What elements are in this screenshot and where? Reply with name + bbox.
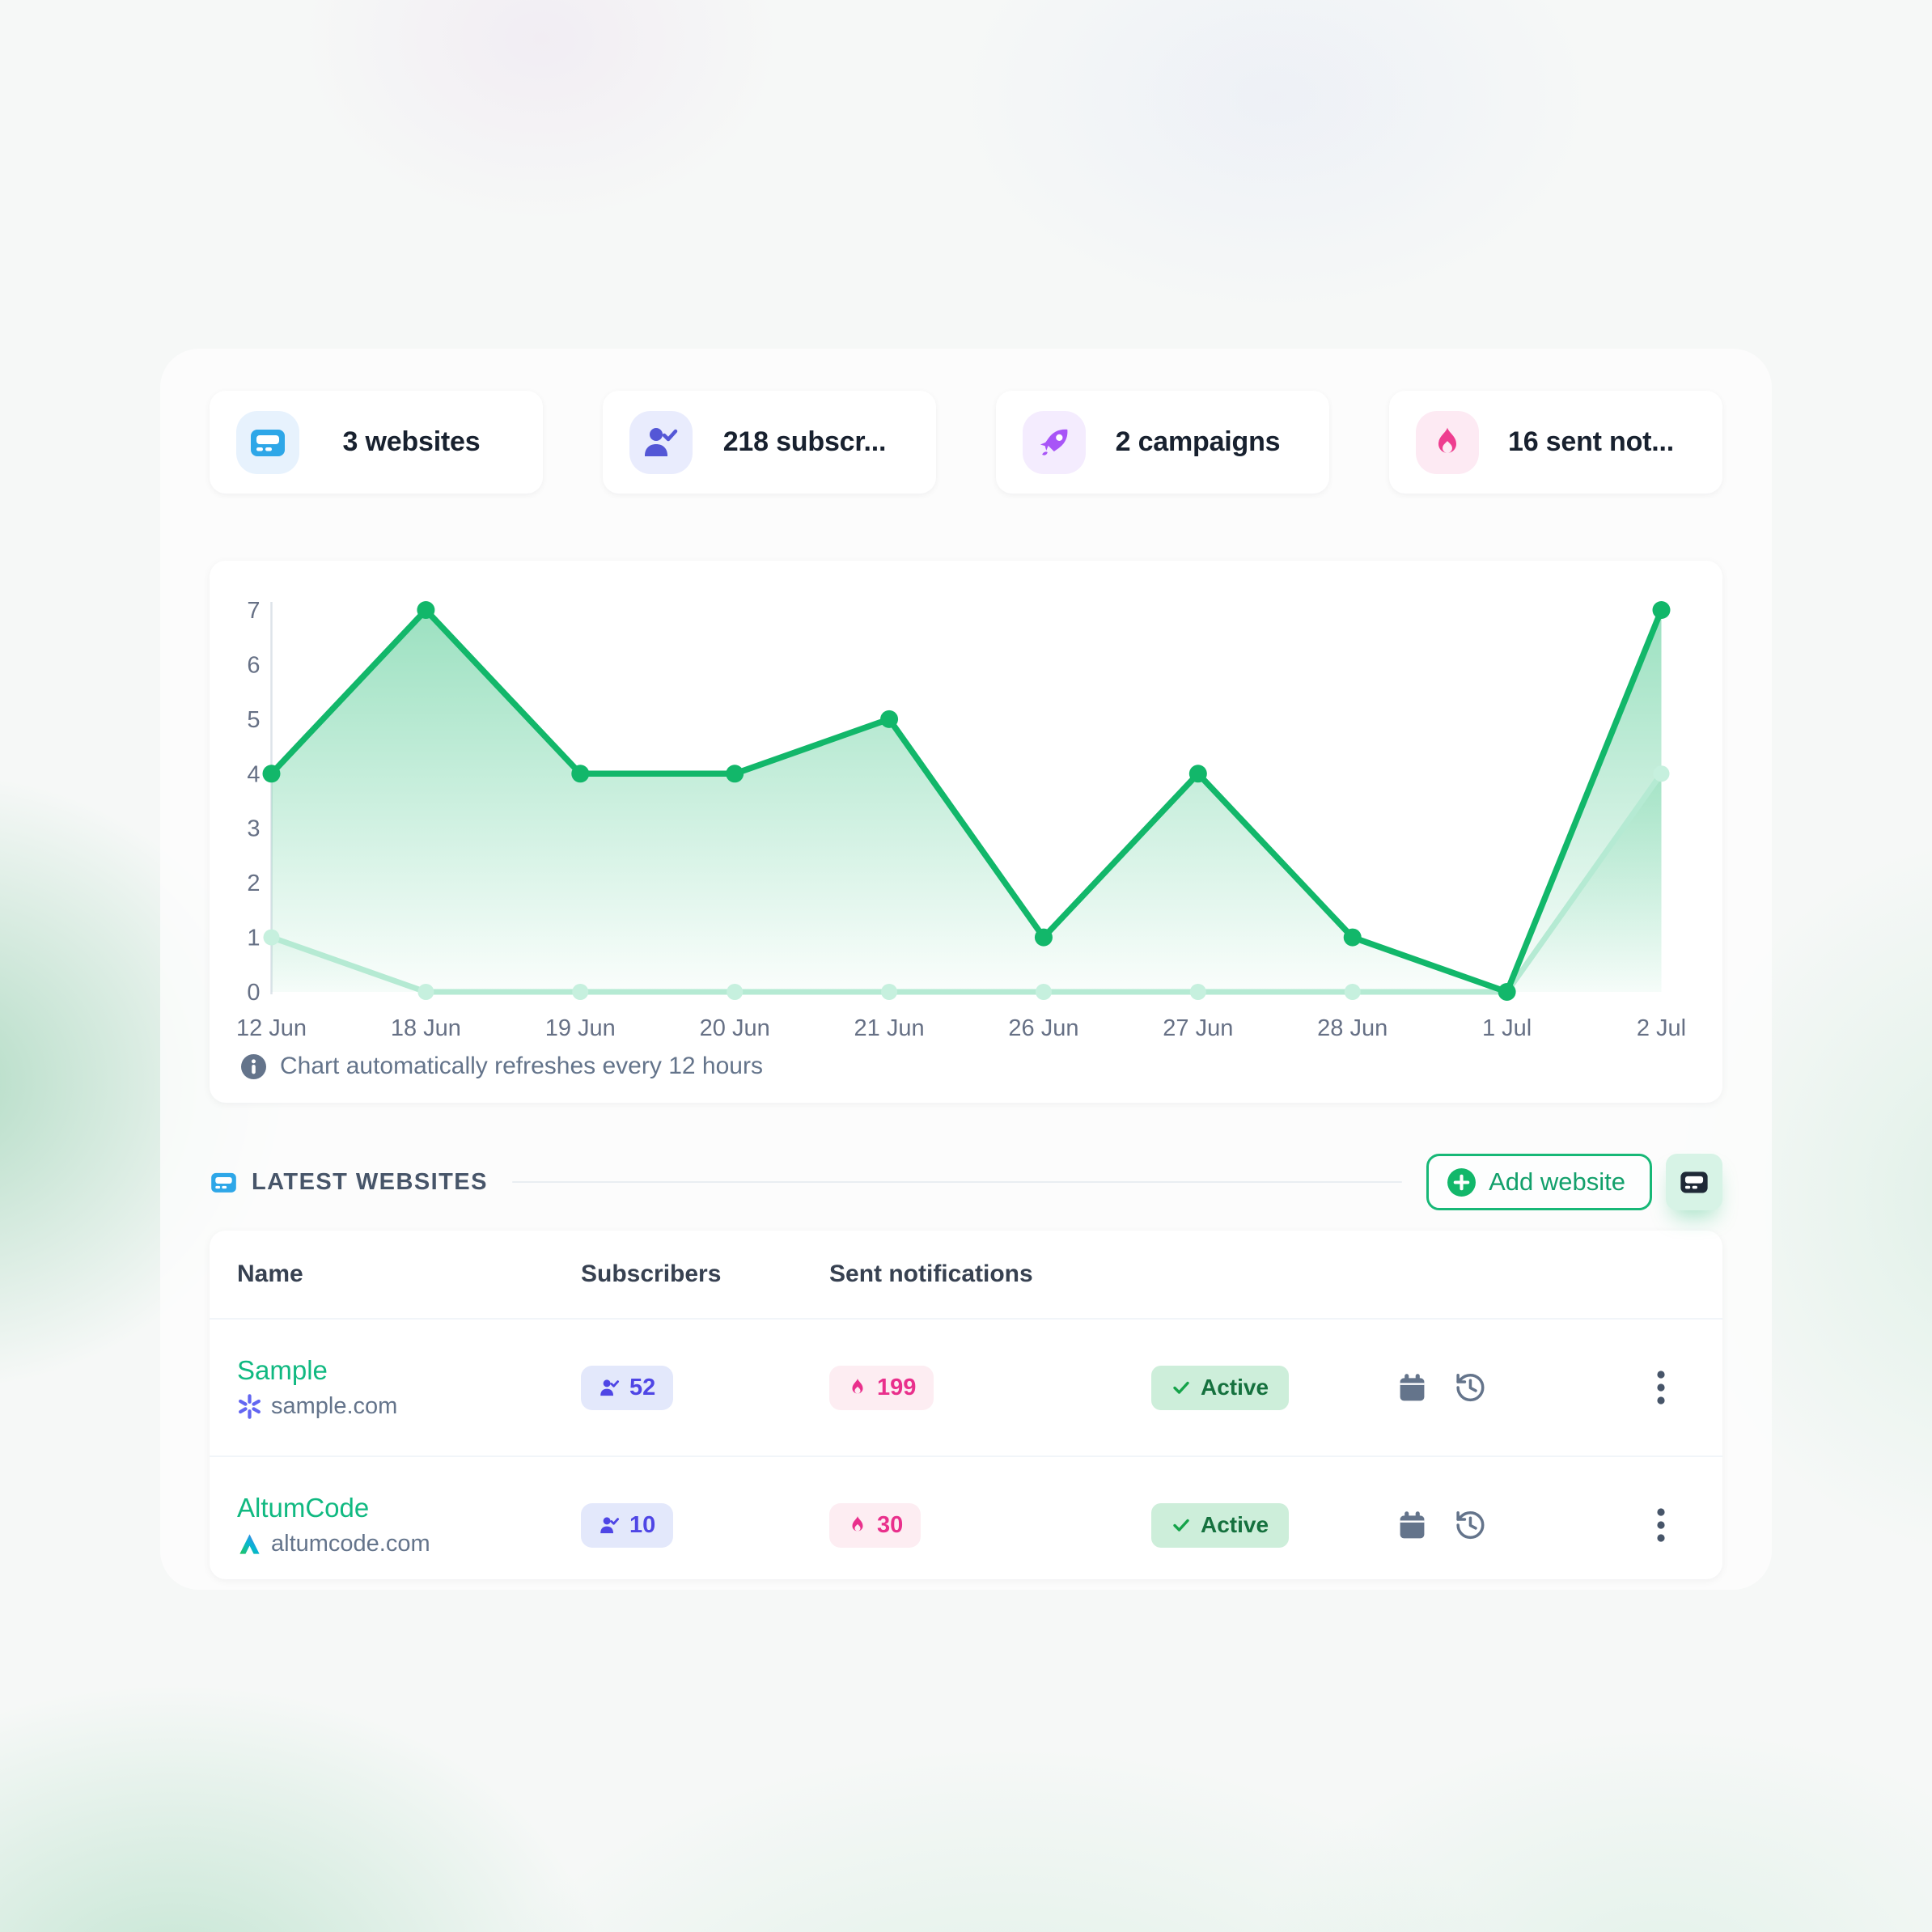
info-icon (241, 1053, 266, 1079)
altumcode-favicon (239, 1534, 260, 1554)
subscribers-count: 52 (629, 1374, 656, 1400)
browser-icon (211, 1172, 236, 1193)
svg-text:20 Jun: 20 Jun (700, 1015, 770, 1041)
add-website-button[interactable]: Add website (1426, 1154, 1652, 1210)
history-icon (1456, 1510, 1485, 1540)
chart-note-text: Chart automatically refreshes every 12 h… (280, 1053, 763, 1079)
check-icon (1173, 1381, 1189, 1394)
table-row: AltumCode altumcode.com 10 (210, 1457, 1722, 1579)
kebab-menu-icon (1657, 1371, 1665, 1405)
svg-text:28 Jun: 28 Jun (1317, 1015, 1388, 1041)
table-row: Sample sample.com (210, 1320, 1722, 1457)
status-badge: Active (1151, 1502, 1290, 1548)
calendar-icon (1400, 1373, 1424, 1400)
stat-label: 16 sent not... (1507, 426, 1675, 457)
traffic-chart-card: 0 1 2 3 4 5 6 7 12 Jun 18 Jun 19 Jun 20 Jun 21 Jun 26… (210, 561, 1722, 1103)
dashboard-panel: 3 websites 218 subscr... 2 (160, 349, 1772, 1590)
svg-text:27 Jun: 27 Jun (1163, 1015, 1233, 1041)
status-label: Active (1201, 1375, 1269, 1400)
notifications-badge: 30 (829, 1502, 922, 1548)
svg-text:3: 3 (247, 816, 260, 842)
websites-list-button[interactable] (1666, 1154, 1722, 1210)
section-title-text: LATEST WEBSITES (252, 1168, 488, 1195)
svg-text:21 Jun: 21 Jun (854, 1015, 925, 1041)
notifications-count: 30 (877, 1511, 904, 1538)
svg-text:1: 1 (247, 926, 260, 951)
stat-card-notifications[interactable]: 16 sent not... (1389, 391, 1722, 494)
svg-text:18 Jun: 18 Jun (391, 1015, 461, 1041)
site-domain-text: altumcode.com (271, 1531, 430, 1557)
stat-card-websites[interactable]: 3 websites (210, 391, 543, 494)
latest-websites-header: LATEST WEBSITES Add website (210, 1153, 1722, 1211)
calendar-icon (1400, 1510, 1424, 1538)
subscribers-count: 10 (629, 1511, 656, 1538)
section-title: LATEST WEBSITES (210, 1168, 488, 1197)
user-check-icon (600, 1379, 620, 1396)
subscribers-badge: 52 (581, 1365, 674, 1410)
row-menu-button[interactable] (1656, 1506, 1666, 1544)
latest-websites-table: Name Subscribers Sent notifications Samp… (210, 1231, 1722, 1579)
flame-icon (852, 1379, 863, 1394)
check-icon (1173, 1519, 1189, 1532)
site-domain: sample.com (237, 1393, 581, 1420)
svg-text:6: 6 (247, 652, 260, 678)
status-label: Active (1201, 1512, 1269, 1537)
stat-card-campaigns[interactable]: 2 campaigns (996, 391, 1329, 494)
notifications-badge: 199 (829, 1365, 934, 1410)
stats-row: 3 websites 218 subscr... 2 (210, 391, 1722, 494)
plus-circle-icon (1447, 1167, 1477, 1197)
site-name-link[interactable]: Sample (237, 1355, 328, 1385)
svg-text:4: 4 (247, 761, 260, 787)
col-header-name: Name (237, 1260, 303, 1287)
svg-text:5: 5 (247, 707, 260, 733)
subscribers-badge: 10 (581, 1502, 674, 1548)
site-domain: altumcode.com (237, 1531, 581, 1557)
status-badge: Active (1151, 1365, 1290, 1410)
stat-label: 3 websites (342, 426, 481, 457)
svg-text:1 Jul: 1 Jul (1482, 1015, 1532, 1041)
user-check-icon (629, 410, 693, 474)
stat-card-subscribers[interactable]: 218 subscr... (603, 391, 936, 494)
browser-icon (1680, 1171, 1708, 1193)
browser-icon (236, 410, 299, 474)
stat-label: 218 subscr... (722, 426, 887, 457)
site-domain-text: sample.com (271, 1393, 398, 1419)
calendar-button[interactable] (1394, 1507, 1430, 1543)
history-icon (1456, 1373, 1485, 1402)
row-menu-button[interactable] (1656, 1368, 1666, 1407)
col-header-subscribers: Subscribers (581, 1260, 722, 1287)
svg-text:7: 7 (247, 598, 260, 624)
col-header-notifications: Sent notifications (829, 1260, 1033, 1287)
calendar-button[interactable] (1394, 1370, 1430, 1405)
traffic-chart: 0 1 2 3 4 5 6 7 12 Jun 18 Jun 19 Jun 20 Jun 21 Jun 26… (236, 598, 1686, 1041)
history-button[interactable] (1452, 1507, 1488, 1543)
stat-label: 2 campaigns (1115, 426, 1281, 457)
svg-text:2: 2 (247, 871, 260, 896)
site-name-link[interactable]: AltumCode (237, 1493, 370, 1523)
rocket-icon (1023, 410, 1086, 474)
sample-favicon (239, 1394, 261, 1419)
history-button[interactable] (1452, 1370, 1488, 1405)
flame-icon (852, 1516, 863, 1532)
kebab-menu-icon (1657, 1508, 1665, 1542)
svg-text:2 Jul: 2 Jul (1637, 1015, 1686, 1041)
divider (511, 1181, 1403, 1183)
site-cell: AltumCode altumcode.com (237, 1493, 581, 1557)
user-check-icon (600, 1516, 620, 1533)
flame-icon (1416, 410, 1479, 474)
add-website-label: Add website (1489, 1167, 1625, 1196)
svg-text:0: 0 (247, 980, 260, 1006)
notifications-count: 199 (877, 1374, 917, 1400)
svg-text:26 Jun: 26 Jun (1008, 1015, 1078, 1041)
svg-text:12 Jun: 12 Jun (236, 1015, 307, 1041)
site-cell: Sample sample.com (237, 1355, 581, 1420)
svg-text:19 Jun: 19 Jun (545, 1015, 616, 1041)
chart-refresh-note: Chart automatically refreshes every 12 h… (241, 1053, 763, 1080)
table-header-row: Name Subscribers Sent notifications (210, 1231, 1722, 1320)
